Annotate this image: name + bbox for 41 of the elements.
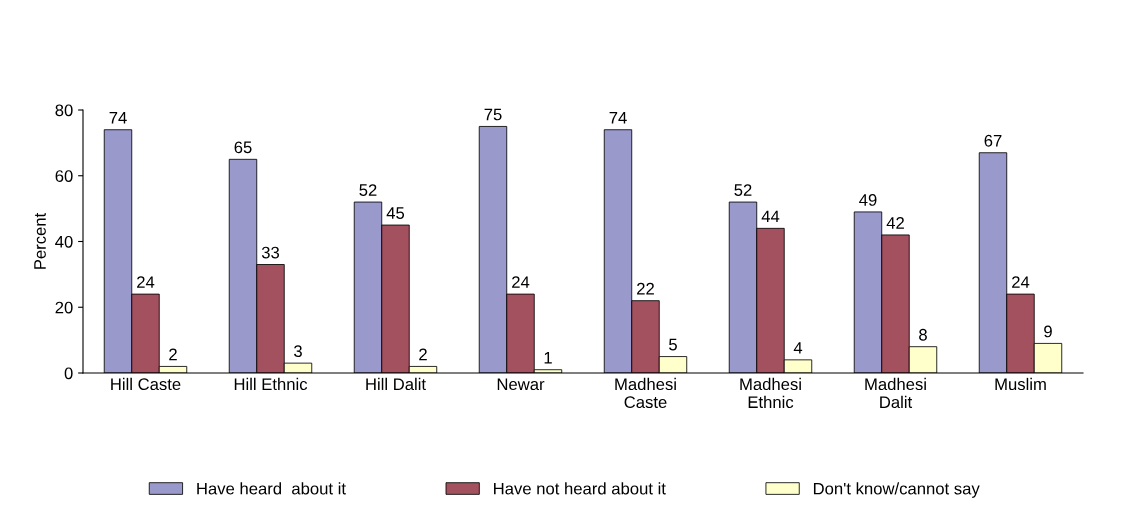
data-label: 42 [886, 217, 904, 229]
y-axis-title: Percent [34, 212, 46, 269]
data-label: 52 [734, 184, 752, 196]
legend-label: Don't know/cannot say [813, 482, 980, 498]
data-label: 44 [761, 210, 780, 223]
legend-label: Have not heard about it [494, 482, 666, 495]
data-label: 75 [484, 108, 502, 121]
data-label: 67 [984, 134, 1002, 147]
data-label: 24 [512, 276, 530, 288]
y-tick-label: 80 [55, 104, 73, 117]
y-tick-label: 20 [55, 301, 73, 314]
data-label: 24 [1012, 276, 1030, 288]
y-tick-label: 40 [55, 235, 73, 248]
data-label: 8 [919, 328, 927, 341]
data-label: 49 [859, 194, 877, 206]
x-tick-label: Hill Dalit [366, 377, 426, 391]
data-label: 52 [359, 184, 377, 196]
data-label: 45 [386, 207, 405, 219]
data-label: 9 [1044, 325, 1052, 338]
data-label: 4 [793, 342, 803, 354]
data-label: 33 [261, 246, 280, 259]
x-tick-label: Madhesi Ethnic [740, 377, 801, 409]
data-label: 22 [637, 282, 654, 295]
data-label: 1 [544, 352, 552, 364]
x-tick-label: Newar [497, 378, 545, 391]
data-label: 24 [137, 276, 155, 288]
data-label: 2 [169, 348, 177, 361]
data-label: 74 [109, 112, 127, 124]
data-label: 5 [669, 338, 677, 351]
data-label: 65 [234, 141, 252, 154]
x-tick-label: Hill Ethnic [234, 377, 308, 391]
x-tick-label: Muslim [995, 377, 1046, 391]
legend-label: Have heard about it [197, 482, 346, 495]
x-tick-label: Hill Caste [111, 377, 181, 391]
x-tick-label: Madhesi Caste [615, 377, 676, 409]
y-tick-label: 0 [64, 367, 73, 380]
data-label: 2 [419, 348, 427, 361]
y-tick-label: 60 [55, 170, 73, 182]
x-tick-label: Madhesi Dalit [865, 377, 926, 409]
data-label: 74 [609, 112, 627, 124]
data-label: 3 [294, 345, 302, 358]
